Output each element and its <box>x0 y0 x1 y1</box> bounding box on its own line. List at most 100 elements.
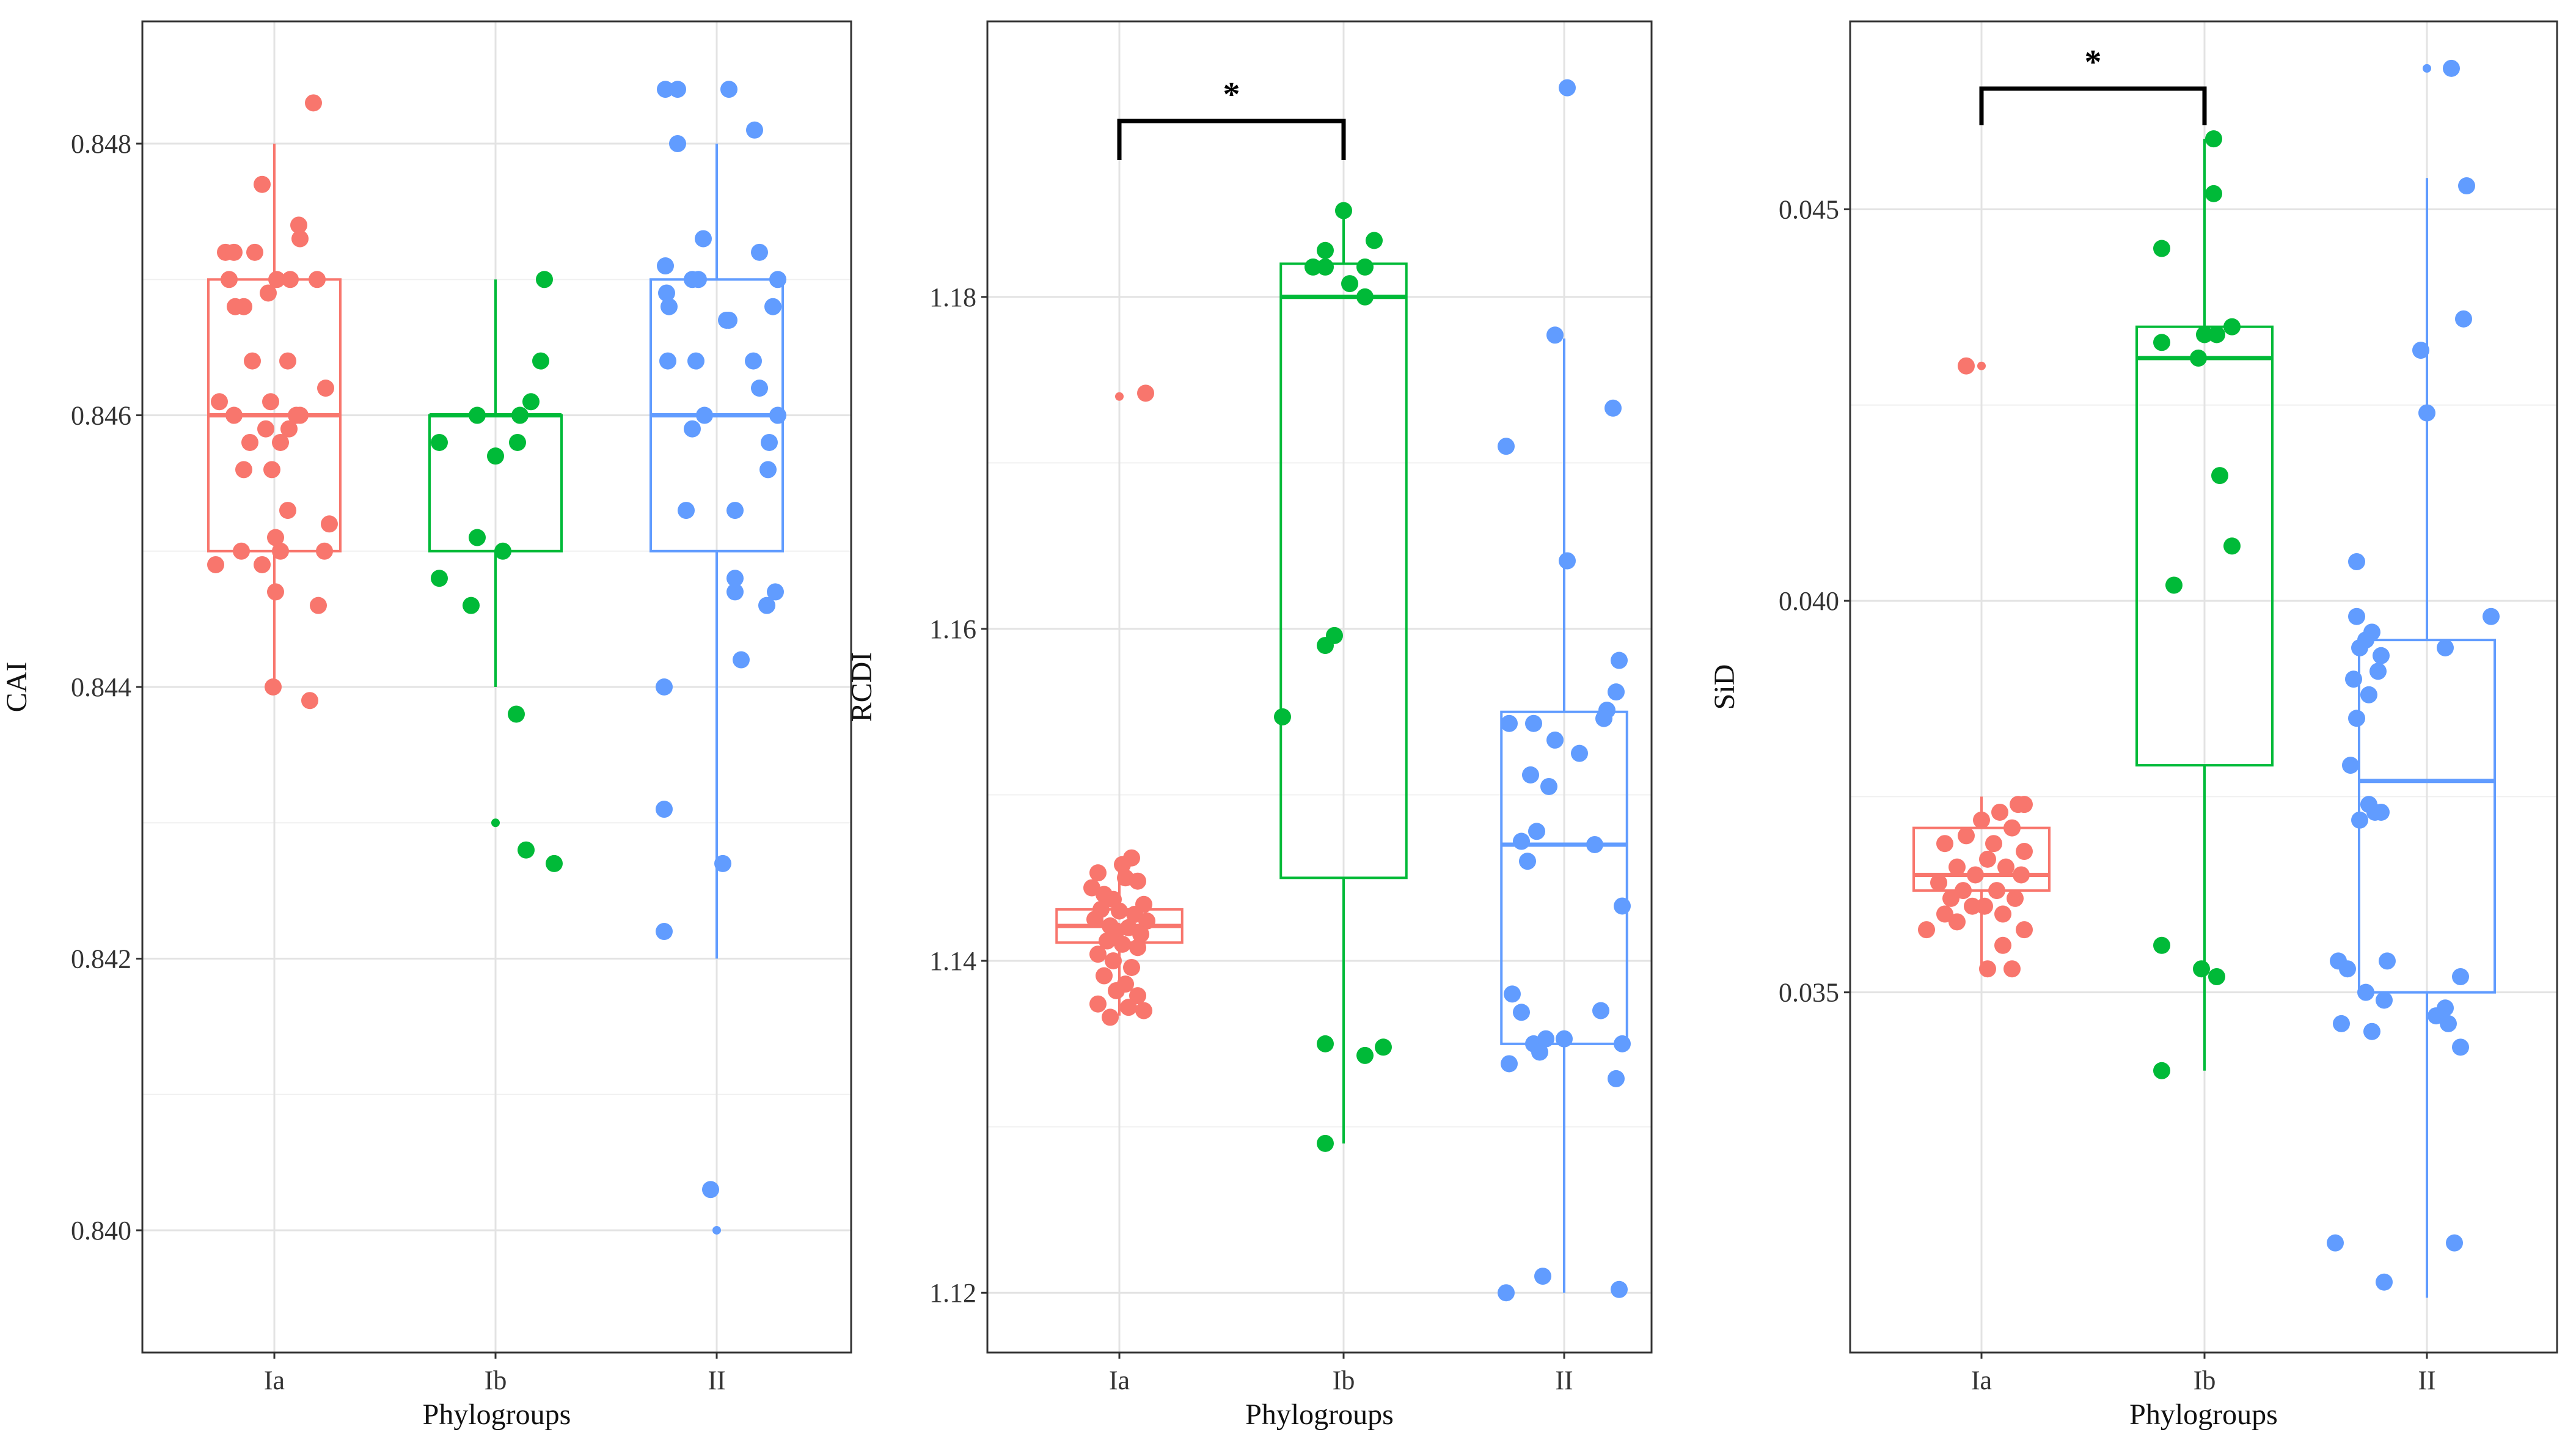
x-tick-label: Ia <box>264 1365 285 1395</box>
data-point-ii <box>1559 552 1576 570</box>
data-point-ii <box>2455 310 2472 328</box>
data-point-ia <box>254 556 271 573</box>
data-point-ia <box>263 461 280 479</box>
data-point-ib <box>469 406 486 424</box>
data-point-ii <box>2348 608 2365 625</box>
data-point-ii <box>2351 811 2368 829</box>
data-point-ii <box>1546 326 1564 344</box>
data-point-ia <box>309 271 326 288</box>
data-point-ib <box>494 542 511 560</box>
data-point-ia <box>1948 913 1966 931</box>
data-point-ia <box>267 583 284 601</box>
data-point-ib <box>469 529 486 546</box>
data-point-ib <box>546 854 563 872</box>
x-axis-title: Phylogroups <box>2129 1398 2278 1431</box>
data-point-ii <box>769 406 786 424</box>
data-point-ia <box>1135 1002 1152 1019</box>
data-point-ii <box>1546 731 1564 749</box>
y-axis-title: SiD <box>1708 664 1741 710</box>
y-tick-label: 0.848 <box>71 129 131 159</box>
y-tick-label: 0.045 <box>1779 194 1839 224</box>
data-point-ii <box>1556 1030 1573 1048</box>
significance-bracket <box>1979 86 2207 125</box>
data-point-ii <box>1611 1280 1628 1298</box>
data-point-ia <box>2007 889 2024 907</box>
data-point-ii <box>656 923 673 941</box>
data-point-ii <box>2351 639 2368 656</box>
y-tick-label: 1.18 <box>929 282 976 312</box>
data-point-ii <box>714 854 731 872</box>
data-point-ii <box>761 433 778 451</box>
data-point-ii <box>1501 714 1518 732</box>
data-point-ia <box>1964 897 1981 915</box>
data-point-ia <box>1138 912 1155 930</box>
data-point-ii <box>702 1181 719 1199</box>
data-point-ii <box>2373 647 2390 664</box>
data-point-ii <box>726 570 744 587</box>
data-point-ii <box>759 461 777 479</box>
data-point-ia <box>207 556 224 573</box>
data-point-ii <box>751 243 768 261</box>
data-point-ii <box>2369 663 2387 680</box>
data-point-ia <box>290 216 307 234</box>
data-point-ia <box>1114 856 1131 873</box>
data-point-ia <box>211 393 228 411</box>
data-point-ib <box>1335 202 1352 219</box>
data-point-ia <box>1936 835 1953 853</box>
data-point-ia <box>1102 1008 1119 1026</box>
data-point-ia <box>1942 889 1959 907</box>
data-point-ii <box>696 406 713 424</box>
y-tick-label: 1.16 <box>929 614 976 644</box>
data-point-ib <box>2165 576 2183 594</box>
x-tick-label: Ib <box>2194 1365 2216 1395</box>
data-point-ia <box>1137 384 1154 402</box>
data-point-ia <box>272 542 289 560</box>
panel-border <box>1849 20 2558 1354</box>
data-point-ib <box>1356 1046 1374 1064</box>
outlier-point <box>712 1225 721 1235</box>
data-point-ib <box>2223 318 2241 336</box>
data-point-ia <box>1105 952 1122 970</box>
data-point-ii <box>726 502 744 520</box>
data-point-ii <box>2428 1007 2445 1025</box>
data-point-ib <box>2153 936 2170 954</box>
data-point-ii <box>1519 853 1536 870</box>
data-point-ib <box>487 447 504 465</box>
data-point-ii <box>1571 744 1588 762</box>
data-point-ib <box>508 705 525 723</box>
data-point-ia <box>1089 995 1107 1013</box>
data-point-ii <box>669 81 686 98</box>
data-point-ia <box>301 692 318 710</box>
data-point-ia <box>1994 905 2011 923</box>
y-tick-label: 0.842 <box>71 944 131 974</box>
data-point-ii <box>1608 1070 1625 1087</box>
data-point-ib <box>1317 637 1334 655</box>
data-point-ii <box>1614 1035 1631 1052</box>
data-point-ib <box>1356 258 1374 276</box>
plot-background <box>987 21 1652 1353</box>
data-point-ii <box>1504 985 1521 1003</box>
outlier-point <box>2423 64 2431 73</box>
data-point-ia <box>1985 835 2002 853</box>
data-point-ii <box>746 121 763 139</box>
data-point-ii <box>669 135 686 153</box>
data-point-ii <box>1528 823 1545 840</box>
data-point-ib <box>1317 258 1334 276</box>
data-point-ib <box>2211 467 2228 485</box>
data-point-ia <box>1123 958 1140 976</box>
outlier-point <box>1115 392 1124 401</box>
data-point-ia <box>257 420 274 438</box>
data-point-ii <box>2363 1023 2380 1040</box>
data-point-ib <box>1317 241 1334 259</box>
data-point-ii <box>767 583 784 601</box>
y-tick-label: 0.040 <box>1779 586 1839 616</box>
data-point-ii <box>751 380 768 397</box>
data-point-ii <box>2452 968 2469 986</box>
data-point-ia <box>321 515 338 533</box>
significance-label: * <box>1223 76 1240 114</box>
data-point-ii <box>1614 897 1631 915</box>
outlier-point <box>1977 361 1986 370</box>
x-tick-label: II <box>2418 1365 2435 1395</box>
data-point-ia <box>221 271 238 288</box>
data-point-ia <box>317 380 334 397</box>
